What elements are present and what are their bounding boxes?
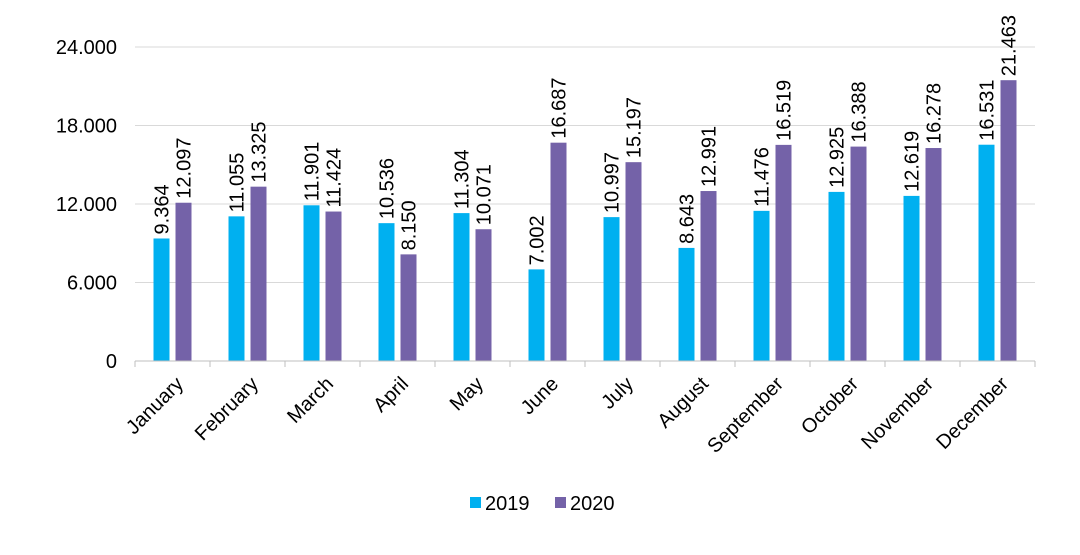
bar-2019 [828, 191, 845, 361]
legend-label-2020: 2020 [570, 493, 615, 515]
bar-2019 [753, 210, 770, 361]
x-tick-label: February [191, 373, 263, 445]
data-label-2019: 11.304 [452, 149, 474, 209]
x-tick-label: December [932, 373, 1013, 454]
bar-2019 [678, 247, 695, 361]
data-label-2019: 10.997 [602, 152, 624, 213]
bar-2020 [1000, 80, 1017, 361]
data-label-2020: 21.463 [999, 15, 1021, 76]
data-label-2019: 7.002 [527, 215, 549, 265]
y-tick-label: 0 [106, 351, 117, 373]
data-label-2019: 11.055 [227, 153, 249, 213]
data-label-2020: 16.388 [849, 81, 871, 142]
bars [153, 80, 1017, 361]
data-label-2020: 15.197 [624, 97, 646, 158]
bar-2019 [978, 144, 995, 361]
bar-2019 [453, 213, 470, 361]
bar-2020 [925, 148, 942, 361]
data-label-2020: 16.519 [774, 80, 796, 141]
bar-2020 [250, 186, 267, 361]
x-axis: January February March April May June July Augu… [122, 360, 1036, 458]
x-tick-label: August [653, 373, 713, 433]
y-tick-label: 12.000 [56, 194, 117, 216]
bar-2020 [625, 162, 642, 361]
x-tick-label: April [369, 373, 413, 417]
bar-2019 [528, 269, 545, 361]
data-label-2019: 10.536 [377, 158, 399, 219]
data-label-2020: 11.424 [324, 148, 346, 208]
data-label-2020: 13.325 [249, 121, 271, 182]
gridlines [135, 46, 1035, 283]
data-label-2020: 12.097 [174, 138, 196, 199]
data-label-2020: 16.687 [549, 78, 571, 139]
bar-2020 [400, 254, 417, 361]
bar-2020 [700, 191, 717, 361]
data-label-2019: 9.364 [152, 184, 174, 234]
legend-label-2019: 2019 [485, 493, 530, 515]
data-label-2020: 8.150 [399, 200, 421, 250]
data-label-2019: 16.531 [977, 80, 999, 141]
data-label-2020: 10.071 [474, 164, 496, 225]
bar-2020 [325, 211, 342, 361]
bar-2020 [475, 229, 492, 361]
x-tick-label: January [122, 373, 188, 439]
bar-2020 [175, 202, 192, 361]
data-label-2019: 8.643 [677, 194, 699, 244]
bar-2019 [903, 195, 920, 361]
legend: 2019 2020 [470, 493, 615, 515]
legend-swatch-2020 [555, 497, 566, 508]
y-tick-label: 18.000 [56, 116, 117, 138]
legend-swatch-2019 [470, 497, 481, 508]
bar-2019 [378, 223, 395, 361]
y-tick-label: 24.000 [56, 37, 117, 59]
x-tick-label: November [857, 373, 938, 454]
data-label-2020: 16.278 [924, 83, 946, 144]
bar-2020 [775, 144, 792, 361]
x-tick-label: September [703, 373, 788, 458]
bar-2019 [228, 216, 245, 361]
data-label-2019: 12.925 [827, 127, 849, 188]
bar-2019 [303, 205, 320, 361]
data-label-2020: 12.991 [699, 126, 721, 187]
y-tick-label: 6.000 [67, 273, 117, 295]
y-axis: 0 6.000 12.000 18.000 24.000 [56, 37, 117, 373]
bar-2019 [603, 217, 620, 361]
bar-2020 [850, 146, 867, 361]
bar-2020 [550, 142, 567, 361]
data-label-2019: 11.476 [752, 147, 774, 207]
data-label-2019: 11.901 [302, 142, 324, 202]
data-label-2019: 12.619 [902, 131, 924, 192]
x-tick-label: June [517, 373, 563, 419]
x-tick-label: July [597, 373, 638, 414]
bar-2019 [153, 238, 170, 361]
x-tick-label: October [797, 373, 863, 439]
x-tick-label: March [283, 373, 338, 428]
x-tick-label: May [446, 373, 488, 415]
